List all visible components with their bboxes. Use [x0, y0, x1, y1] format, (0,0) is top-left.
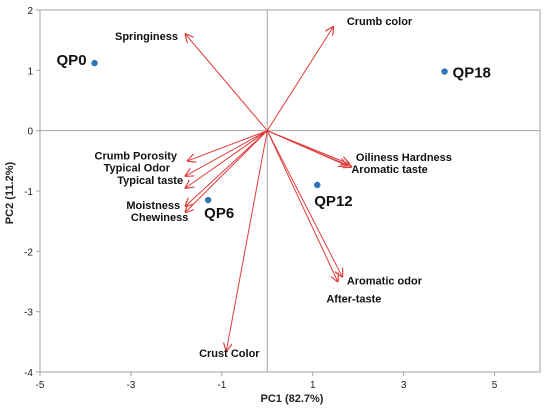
vector-crumb-color: [266, 27, 333, 131]
vector-moistness: [185, 130, 268, 206]
vector-label-typical-odor: Typical Odor: [104, 163, 171, 175]
point-label-qp0: QP0: [57, 52, 87, 69]
vector-label-after-taste: After-taste: [326, 294, 381, 306]
y-tick-label: 2: [27, 6, 33, 17]
x-tick-label: -3: [126, 380, 135, 391]
loading-vectors: [185, 27, 351, 351]
x-tick-label: 5: [492, 380, 498, 391]
tick-labels: -5 -3 -1 1 3 5 2 1 0 -1 -2 -3 -4: [24, 6, 498, 391]
y-tick-label: -1: [24, 187, 33, 198]
x-tick-label: 3: [401, 380, 407, 391]
vector-label-chewiness: Chewiness: [131, 212, 188, 224]
point-qp0: [91, 59, 98, 67]
vector-crumb-porosity: [188, 130, 268, 161]
x-tick-label: -1: [217, 380, 226, 391]
zero-axes: [40, 10, 540, 372]
point-qp6: [204, 196, 212, 204]
point-qp18: [441, 68, 448, 75]
y-tick-label: -2: [24, 247, 33, 258]
y-axis-title: PC2 (11.2%): [4, 161, 16, 224]
point-label-qp6: QP6: [204, 205, 234, 222]
point-qp12: [314, 181, 321, 189]
y-tick-label: -4: [24, 368, 33, 379]
vector-label-crumb-porosity: Crumb Porosity: [95, 151, 178, 163]
vector-label-typical-taste: Typical taste: [117, 175, 183, 187]
x-tick-label: 1: [310, 380, 316, 391]
vector-aromatic-odor: [266, 130, 342, 277]
point-label-qp18: QP18: [453, 65, 491, 82]
vector-chewiness: [185, 130, 268, 212]
vector-label-oiliness-hardness: Oiliness Hardness: [356, 152, 452, 164]
vector-label-moistness: Moistness: [126, 200, 180, 212]
x-axis-title: PC1 (82.7%): [261, 393, 324, 405]
vector-typical-odor: [185, 130, 268, 176]
vector-aromatic-taste: [267, 130, 347, 166]
vector-after-taste: [266, 130, 337, 282]
y-tick-label: 0: [27, 127, 33, 138]
vector-label-springiness: Springiness: [115, 31, 178, 43]
vector-label-crust-color: Crust Color: [199, 348, 260, 360]
vector-typical-taste: [185, 130, 268, 188]
vector-springiness: [185, 34, 268, 131]
score-points: QP0 QP18 QP6 QP12: [57, 52, 491, 222]
x-tick-label: -5: [36, 380, 45, 391]
y-tick-label: 1: [27, 66, 33, 77]
y-tick-label: -3: [24, 308, 33, 319]
vector-label-crumb-color: Crumb color: [347, 16, 413, 28]
vector-crust-color: [226, 130, 268, 351]
vector-label-aromatic-odor: Aromatic odor: [347, 276, 423, 288]
vector-label-aromatic-taste: Aromatic taste: [351, 164, 427, 176]
point-label-qp12: QP12: [314, 193, 352, 210]
